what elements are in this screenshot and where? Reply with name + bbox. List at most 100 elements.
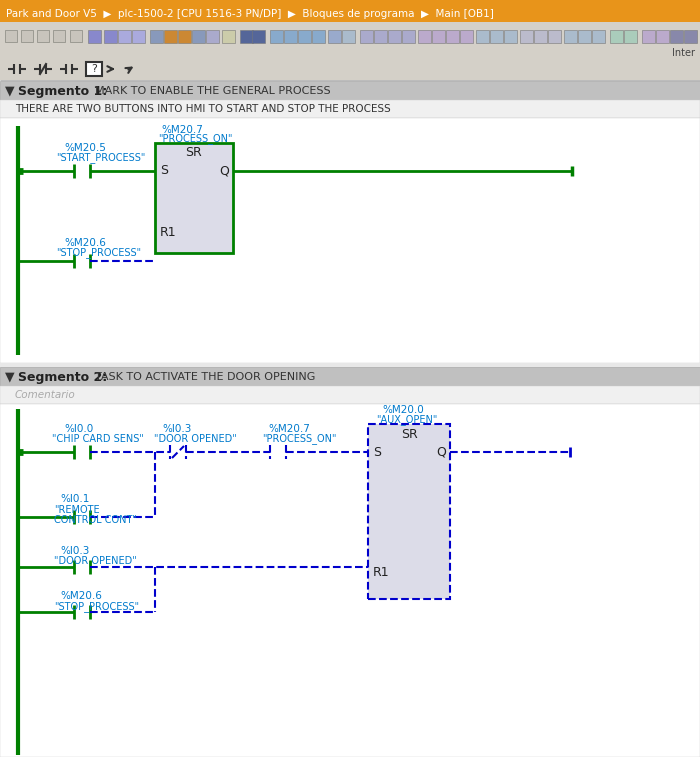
Bar <box>270 30 283 43</box>
Bar <box>16 167 23 175</box>
Text: SR: SR <box>400 428 417 441</box>
Bar <box>192 30 205 43</box>
Bar <box>132 30 145 43</box>
Bar <box>360 30 373 43</box>
Bar <box>284 30 297 43</box>
Bar <box>298 30 311 43</box>
Bar <box>222 30 235 43</box>
Text: Inter: Inter <box>672 48 695 58</box>
Text: "REMOTE: "REMOTE <box>54 505 99 515</box>
Bar <box>37 30 49 42</box>
Text: %M20.6: %M20.6 <box>64 238 106 248</box>
Bar <box>432 30 445 43</box>
Bar <box>104 30 117 43</box>
Bar <box>240 30 253 43</box>
Bar <box>534 30 547 43</box>
Bar <box>624 30 637 43</box>
Bar <box>642 30 655 43</box>
Bar <box>564 30 577 43</box>
Bar <box>178 30 191 43</box>
Bar <box>0 367 700 386</box>
Bar <box>0 81 700 100</box>
Bar <box>476 30 489 43</box>
Text: Segmento 1:: Segmento 1: <box>18 85 107 98</box>
Bar <box>520 30 533 43</box>
Text: %I0.0: %I0.0 <box>64 424 93 434</box>
Text: %I0.3: %I0.3 <box>162 424 191 434</box>
Bar <box>328 30 341 43</box>
Text: R1: R1 <box>160 226 176 239</box>
Bar <box>374 30 387 43</box>
Bar <box>592 30 605 43</box>
Text: %M20.7: %M20.7 <box>268 424 310 434</box>
Text: "PROCESS_ON": "PROCESS_ON" <box>158 133 232 145</box>
Bar <box>460 30 473 43</box>
Bar <box>684 30 697 43</box>
Bar <box>0 0 700 22</box>
Text: SR: SR <box>186 147 202 160</box>
Bar <box>86 62 102 76</box>
Bar <box>670 30 683 43</box>
Bar <box>0 363 700 367</box>
Bar <box>504 30 517 43</box>
Bar <box>342 30 355 43</box>
Text: "DOOR OPENED": "DOOR OPENED" <box>54 556 136 566</box>
Text: %M20.0: %M20.0 <box>382 405 424 415</box>
Text: %M20.5: %M20.5 <box>64 143 106 153</box>
Text: THERE ARE TWO BUTTONS INTO HMI TO START AND STOP THE PROCESS: THERE ARE TWO BUTTONS INTO HMI TO START … <box>15 104 391 114</box>
Bar <box>610 30 623 43</box>
Bar <box>53 30 65 42</box>
Bar <box>252 30 265 43</box>
Text: Park and Door V5  ▶  plc-1500-2 [CPU 1516-3 PN/DP]  ▶  Bloques de programa  ▶  M: Park and Door V5 ▶ plc-1500-2 [CPU 1516-… <box>6 9 494 19</box>
Bar <box>490 30 503 43</box>
Bar <box>548 30 561 43</box>
Text: Comentario: Comentario <box>15 390 76 400</box>
Bar <box>418 30 431 43</box>
Bar <box>578 30 591 43</box>
Bar <box>0 58 700 80</box>
Text: Q: Q <box>219 164 229 177</box>
Bar <box>402 30 415 43</box>
Text: %M20.7: %M20.7 <box>161 125 203 135</box>
Text: "PROCESS_ON": "PROCESS_ON" <box>262 434 337 444</box>
Text: ▼: ▼ <box>5 370 15 384</box>
Text: S: S <box>373 446 381 459</box>
Bar <box>656 30 669 43</box>
Text: ?: ? <box>91 64 97 74</box>
Text: %I0.1: %I0.1 <box>60 494 90 504</box>
Bar <box>88 30 101 43</box>
Bar <box>0 404 700 757</box>
Text: "STOP_PROCESS": "STOP_PROCESS" <box>56 248 141 258</box>
Text: "DOOR OPENED": "DOOR OPENED" <box>154 434 237 444</box>
Bar <box>0 100 700 118</box>
Bar <box>0 118 700 363</box>
Text: "AUX_OPEN": "AUX_OPEN" <box>376 415 438 425</box>
Text: CONTROL CONT": CONTROL CONT" <box>54 515 137 525</box>
Text: ▼: ▼ <box>5 85 15 98</box>
Bar <box>0 386 700 404</box>
Bar <box>0 22 700 58</box>
Bar <box>388 30 401 43</box>
Bar <box>446 30 459 43</box>
Text: Q: Q <box>436 446 446 459</box>
Bar <box>150 30 163 43</box>
Bar <box>368 424 450 599</box>
Text: TASK TO ACTIVATE THE DOOR OPENING: TASK TO ACTIVATE THE DOOR OPENING <box>95 372 316 382</box>
Text: R1: R1 <box>373 565 390 578</box>
Bar <box>155 143 233 253</box>
Text: "CHIP CARD SENS": "CHIP CARD SENS" <box>52 434 144 444</box>
Bar <box>70 30 82 42</box>
Bar <box>164 30 177 43</box>
Text: "START_PROCESS": "START_PROCESS" <box>56 153 146 164</box>
Text: MARK TO ENABLE THE GENERAL PROCESS: MARK TO ENABLE THE GENERAL PROCESS <box>95 86 330 96</box>
Text: S: S <box>160 164 168 177</box>
Bar <box>206 30 219 43</box>
Text: %I0.3: %I0.3 <box>60 546 90 556</box>
Bar <box>5 30 17 42</box>
Text: Segmento 2:: Segmento 2: <box>18 370 107 384</box>
Bar <box>118 30 131 43</box>
Bar <box>312 30 325 43</box>
Text: "STOP_PROCESS": "STOP_PROCESS" <box>54 602 139 612</box>
Bar <box>21 30 33 42</box>
Text: %M20.6: %M20.6 <box>60 591 102 601</box>
